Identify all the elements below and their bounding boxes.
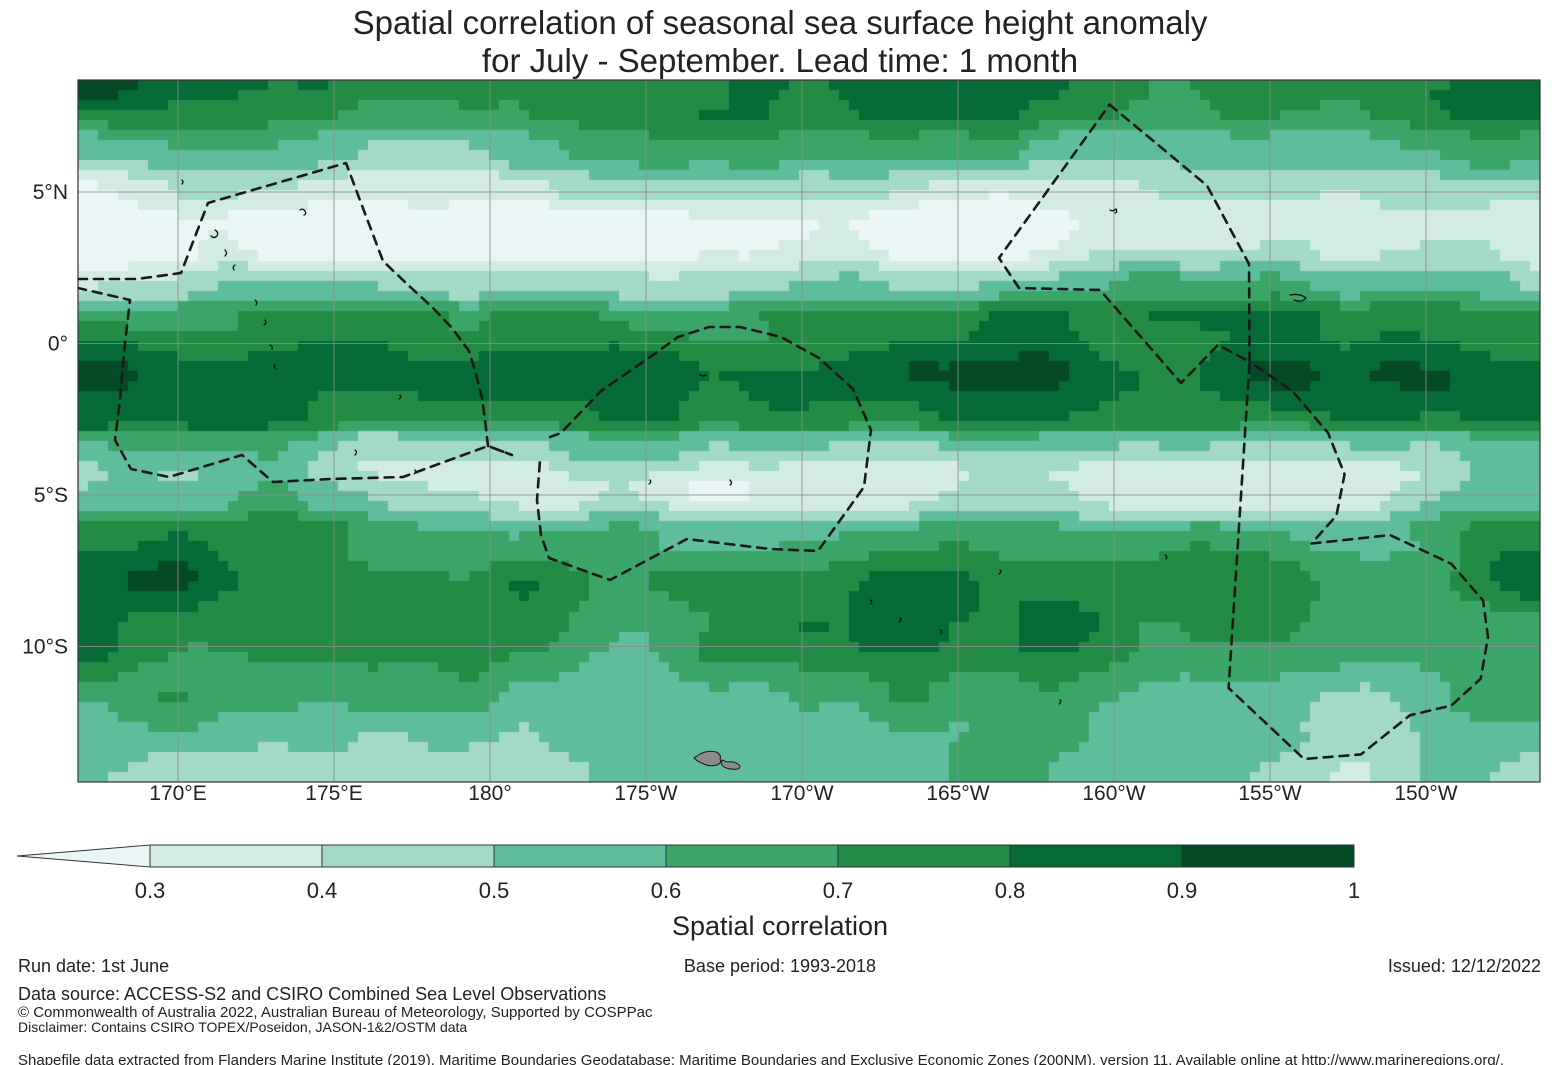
svg-text:0.3: 0.3	[135, 878, 166, 903]
svg-text:155°W: 155°W	[1238, 782, 1301, 805]
svg-text:5°S: 5°S	[34, 484, 68, 507]
svg-text:0°: 0°	[48, 333, 68, 356]
svg-text:150°W: 150°W	[1394, 782, 1457, 805]
svg-text:Base period: 1993-2018: Base period: 1993-2018	[684, 956, 876, 976]
svg-text:175°E: 175°E	[305, 782, 362, 805]
svg-text:1: 1	[1348, 878, 1360, 903]
svg-text:0.4: 0.4	[307, 878, 338, 903]
svg-text:Run date: 1st June: Run date: 1st June	[18, 956, 169, 976]
svg-text:0.7: 0.7	[823, 878, 854, 903]
svg-text:0.5: 0.5	[479, 878, 510, 903]
svg-text:0.8: 0.8	[995, 878, 1026, 903]
svg-text:Data source: ACCESS-S2 and CSI: Data source: ACCESS-S2 and CSIRO Combine…	[18, 984, 606, 1004]
svg-text:0.9: 0.9	[1167, 878, 1198, 903]
svg-text:165°W: 165°W	[926, 782, 989, 805]
svg-text:170°E: 170°E	[149, 782, 206, 805]
svg-text:Issued: 12/12/2022: Issued: 12/12/2022	[1388, 956, 1541, 976]
svg-text:Shapefile data extracted from: Shapefile data extracted from Flanders M…	[18, 1052, 1504, 1065]
svg-text:5°N: 5°N	[33, 181, 68, 204]
svg-text:175°W: 175°W	[614, 782, 677, 805]
svg-text:0.6: 0.6	[651, 878, 682, 903]
svg-text:10°S: 10°S	[22, 636, 68, 659]
svg-text:160°W: 160°W	[1082, 782, 1145, 805]
svg-text:170°W: 170°W	[770, 782, 833, 805]
svg-text:Disclaimer: Contains CSIRO TOP: Disclaimer: Contains CSIRO TOPEX/Poseido…	[18, 1019, 467, 1035]
svg-text:180°: 180°	[468, 782, 511, 805]
svg-text:Spatial correlation: Spatial correlation	[672, 911, 888, 941]
